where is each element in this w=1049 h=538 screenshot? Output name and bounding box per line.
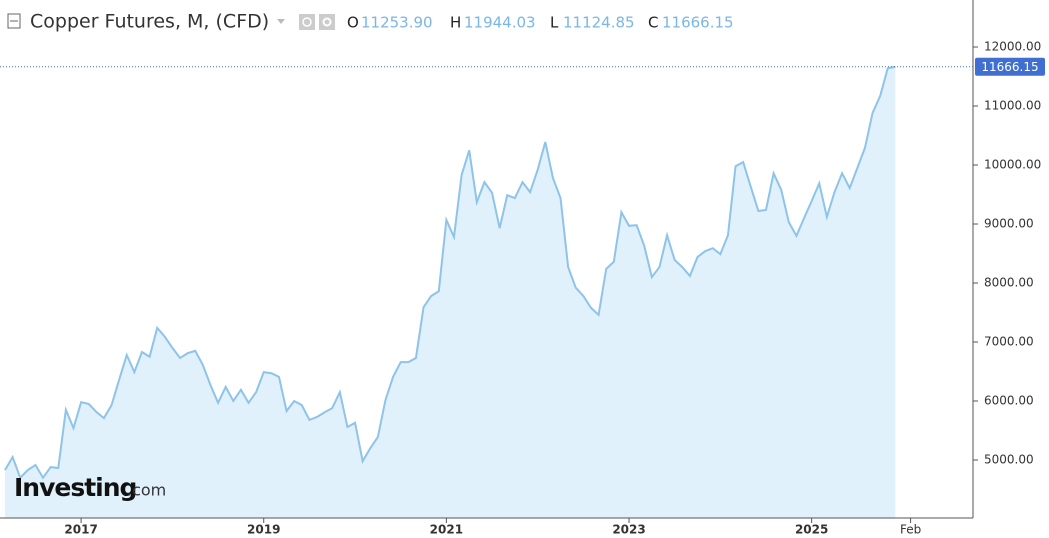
y-tick-label: 6000.00: [984, 394, 1034, 408]
x-tick-label: 2017: [64, 523, 97, 537]
logo-suffix: .com: [127, 481, 166, 500]
open-value: 11253.90: [361, 14, 433, 32]
visibility-icon[interactable]: [299, 14, 315, 30]
high-value: 11944.03: [464, 14, 536, 32]
price-line: [4, 65, 896, 480]
x-tick-label: Feb: [900, 523, 921, 537]
y-tick-label: 9000.00: [984, 217, 1034, 231]
low-label: L: [550, 14, 559, 32]
last-price-label: 11666.15: [981, 60, 1038, 74]
last-price-tag: [975, 57, 1045, 76]
y-tick-label: 7000.00: [984, 335, 1034, 349]
x-tick-label: 2019: [247, 523, 280, 537]
y-tick-label: 5000.00: [984, 453, 1034, 467]
settings-icon-gear: [322, 17, 332, 27]
area-fill: [5, 66, 896, 518]
x-tick-label: 2023: [612, 523, 645, 537]
low-value: 11124.85: [563, 14, 635, 32]
chart-title: Copper Futures, M, (CFD): [30, 11, 269, 33]
y-tick-label: 12000.00: [984, 40, 1041, 54]
close-label: C: [648, 14, 658, 32]
dropdown-arrow[interactable]: [277, 19, 285, 24]
plot-area: [0, 65, 973, 518]
visibility-icon-eye: [302, 17, 312, 27]
y-tick-label: 8000.00: [984, 276, 1034, 290]
y-tick-label: 10000.00: [984, 158, 1041, 172]
x-tick-label: 2021: [430, 523, 463, 537]
logo-brand: Investing: [14, 473, 136, 502]
collapse-icon[interactable]: [7, 13, 21, 29]
settings-icon[interactable]: [319, 14, 335, 30]
close-value: 11666.15: [662, 14, 734, 32]
y-tick-label: 11000.00: [984, 99, 1041, 113]
open-label: O: [347, 14, 359, 32]
high-label: H: [450, 14, 461, 32]
x-tick-label: 2025: [795, 523, 828, 537]
